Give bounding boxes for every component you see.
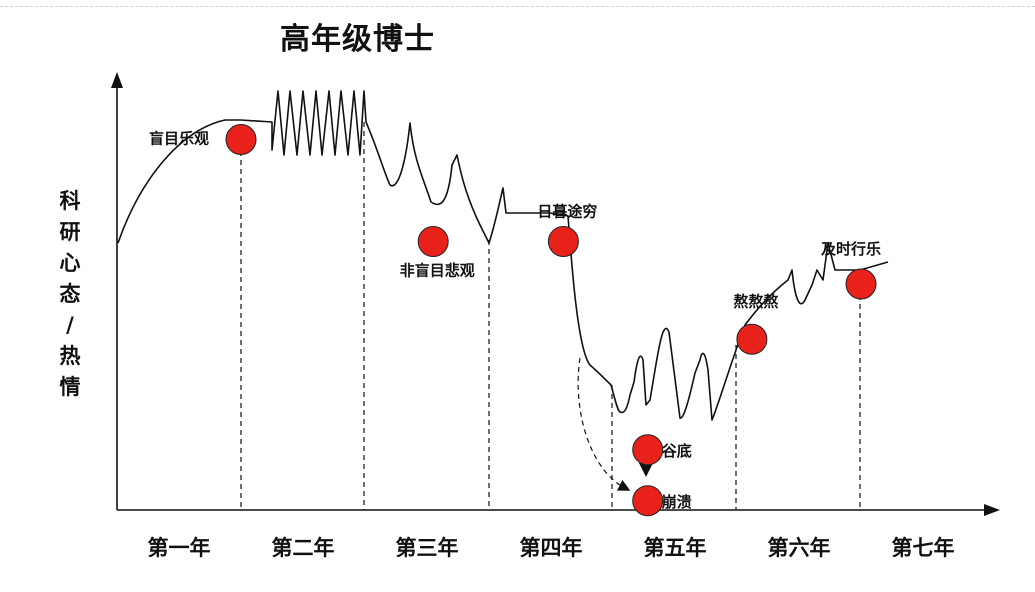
point-label: 及时行乐: [821, 240, 881, 258]
y-axis-label-char: /: [66, 313, 74, 337]
x-tick-label: 第三年: [396, 536, 459, 560]
point-marker: [632, 434, 664, 466]
point-marker: [547, 226, 579, 257]
point-label: 谷底: [662, 442, 692, 460]
point-marker: [417, 226, 449, 257]
y-axis-arrow-icon: [111, 72, 123, 88]
point-marker: [736, 323, 768, 355]
point-marker: [225, 124, 257, 155]
y-axis-label: 科研心态 / 热情: [50, 186, 90, 403]
y-axis-label-char: 热: [59, 344, 81, 368]
point-label: 崩溃: [662, 493, 692, 511]
y-axis-label-char: 心: [59, 251, 81, 275]
x-tick-label: 第六年: [768, 536, 831, 560]
y-axis-label-char: 科: [59, 189, 81, 213]
y-axis-label-char: 态: [59, 282, 81, 306]
chart-title: 高年级博士: [280, 22, 435, 57]
x-axis-arrow-icon: [984, 504, 1000, 516]
point-marker: [632, 485, 664, 517]
point-label: 日暮途穷: [537, 203, 597, 221]
x-tick-label: 第五年: [644, 536, 707, 560]
point-label: 非盲目悲观: [400, 262, 475, 280]
collapse-dashed-curve: [577, 357, 631, 491]
top-dashed-border: [0, 6, 1035, 7]
x-tick-label: 第一年: [148, 536, 211, 560]
x-tick-label: 第四年: [520, 536, 583, 560]
point-marker: [845, 268, 877, 300]
point-label: 熬熬熬: [733, 292, 778, 310]
x-tick-label: 第二年: [272, 536, 335, 560]
point-label: 盲目乐观: [149, 130, 209, 148]
year-separators: [240, 122, 861, 510]
y-axis-label-char: 研: [59, 220, 81, 244]
mood-curve: [117, 90, 889, 421]
y-axis-label-char: 情: [59, 375, 81, 399]
x-tick-label: 第七年: [892, 536, 955, 560]
